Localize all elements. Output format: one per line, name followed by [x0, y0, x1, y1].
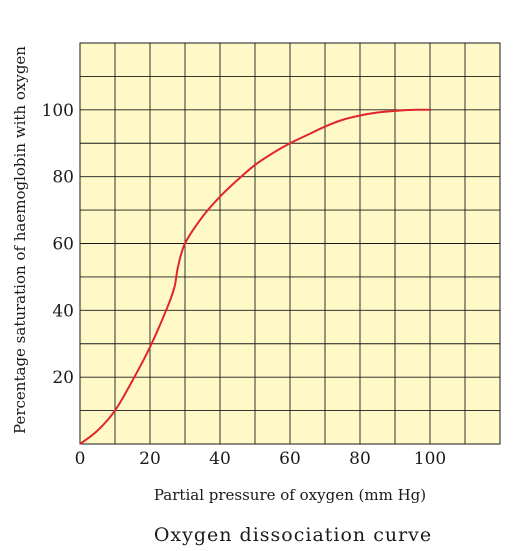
x-tick-label: 80 — [349, 449, 371, 469]
y-tick-label: 80 — [52, 168, 74, 188]
y-tick-label: 40 — [52, 301, 74, 321]
x-axis-ticks: 0 20 40 60 80 100 — [75, 449, 447, 469]
chart-title: Oxygen dissociation curve — [154, 524, 432, 546]
y-tick-label: 100 — [42, 101, 74, 121]
x-tick-label: 40 — [209, 449, 231, 469]
y-tick-label: 60 — [52, 235, 74, 255]
dissociation-curve — [79, 108, 431, 445]
x-tick-label: 20 — [139, 449, 161, 469]
x-axis-label: Partial pressure of oxygen (mm Hg) — [154, 486, 426, 504]
y-axis-label: Percentage saturation of haemoglobin wit… — [11, 46, 29, 434]
y-axis-ticks: 20 40 60 80 100 — [42, 101, 74, 388]
x-tick-label: 60 — [279, 449, 301, 469]
x-tick-label: 0 — [75, 449, 86, 469]
y-tick-label: 20 — [52, 368, 74, 388]
x-tick-label: 100 — [414, 449, 446, 469]
